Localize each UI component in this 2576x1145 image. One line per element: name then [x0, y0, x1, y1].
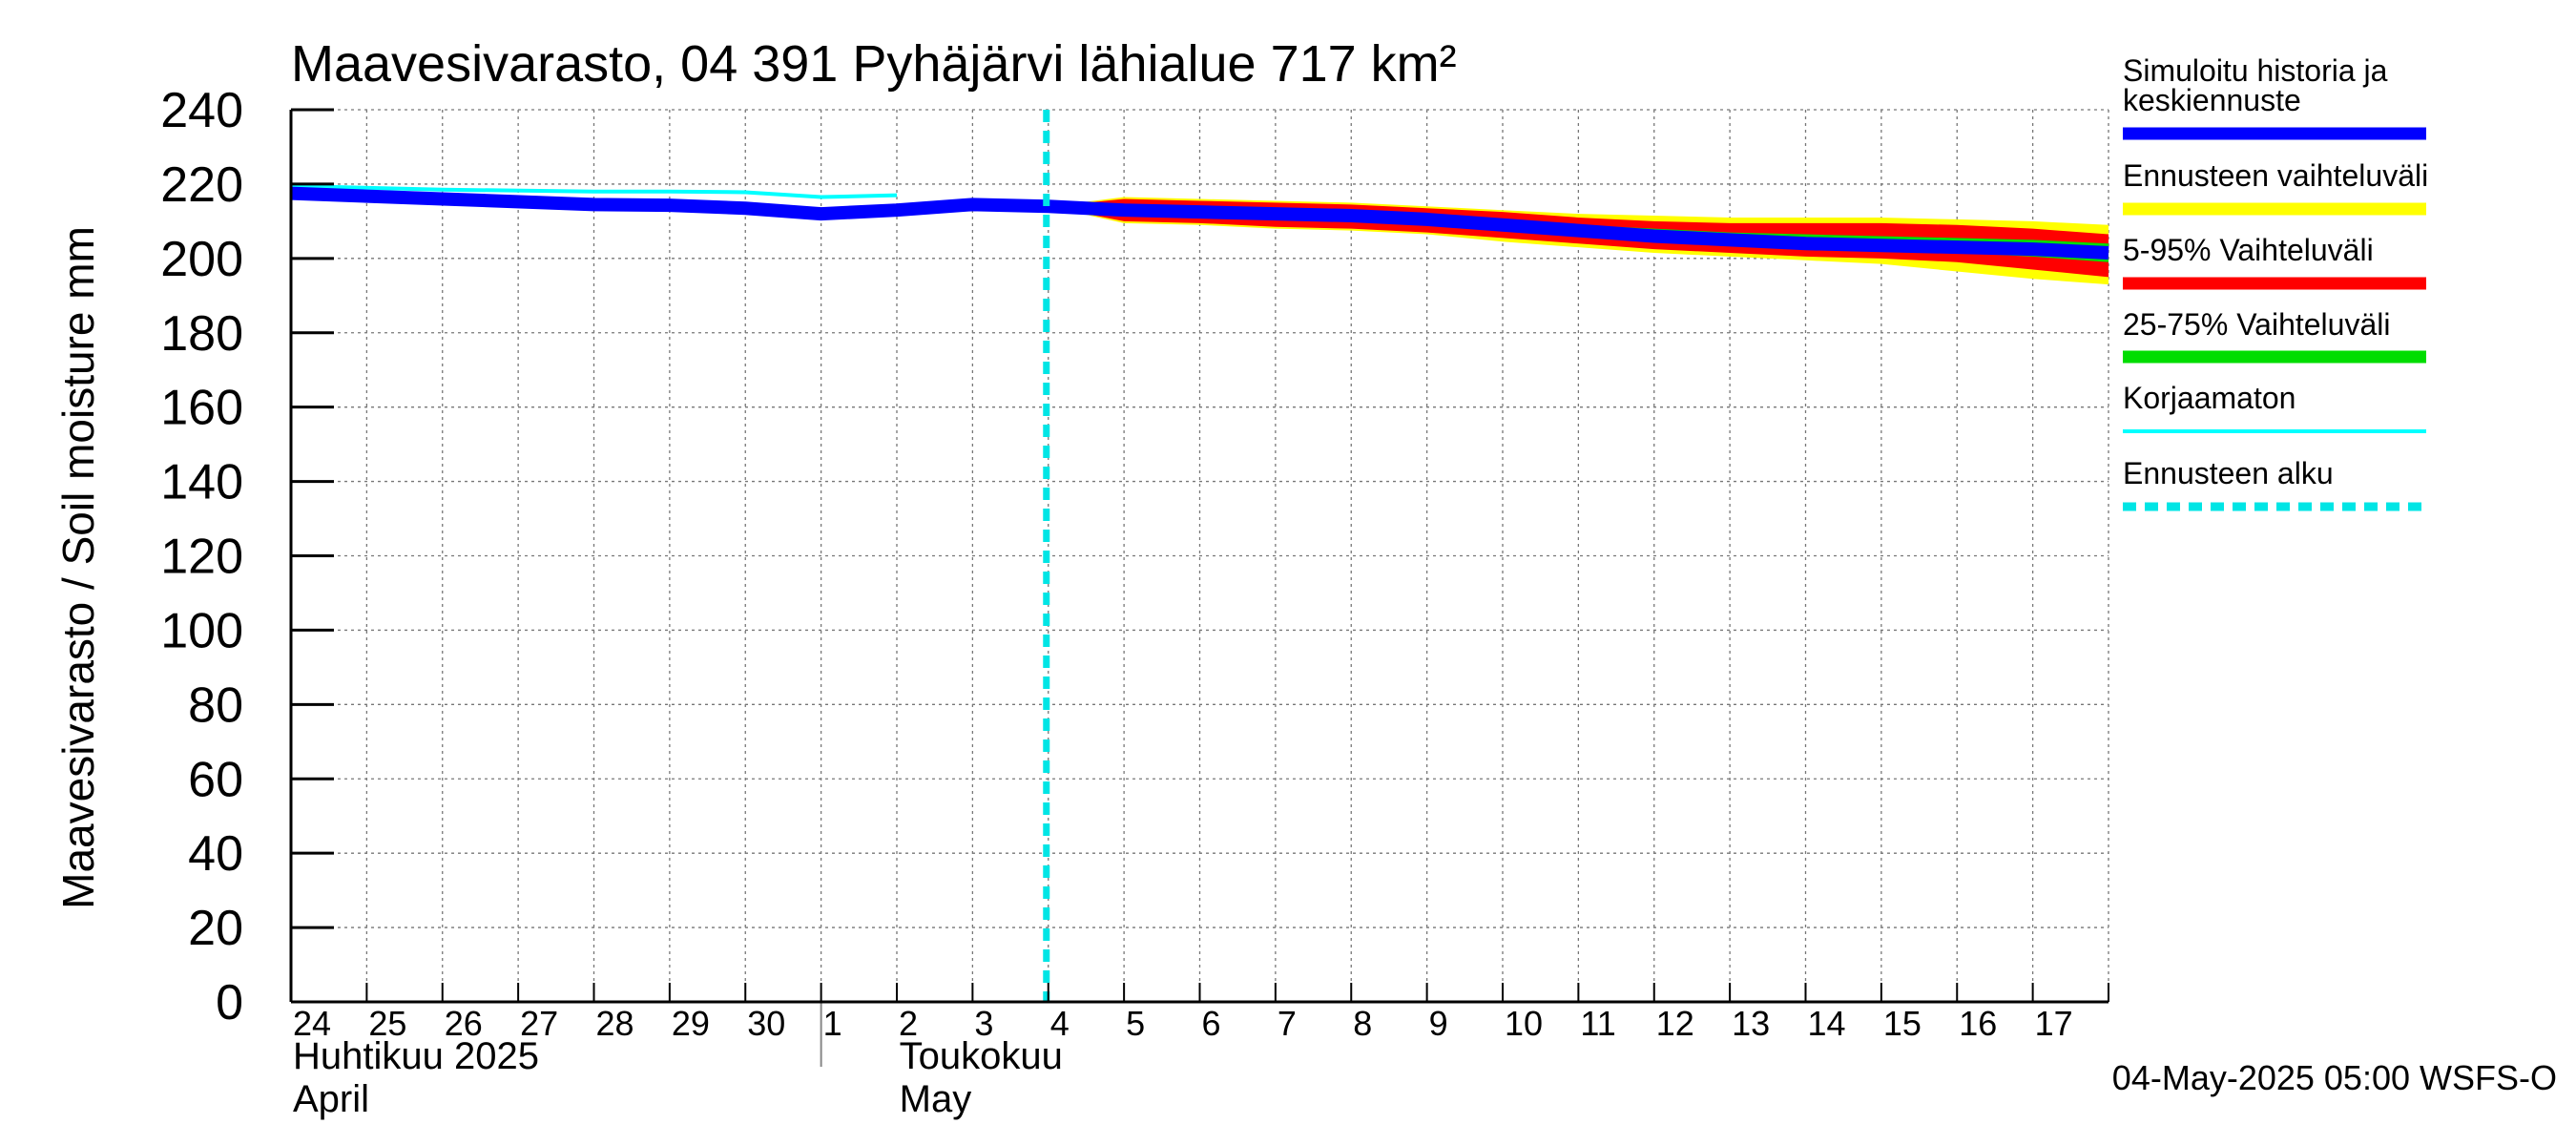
legend-label: Ennusteen vaihteluväli	[2123, 158, 2428, 193]
y-tick-label: 220	[160, 157, 243, 213]
y-tick-label: 120	[160, 530, 243, 585]
y-axis-label: Maavesivarasto / Soil moisture mm	[53, 226, 103, 909]
y-tick-label: 240	[160, 83, 243, 138]
legend-item: 5-95% Vaihteluväli	[2123, 233, 2426, 290]
x-tick-label: 2	[899, 1004, 918, 1043]
y-tick-label: 200	[160, 232, 243, 287]
legend-item: 25-75% Vaihteluväli	[2123, 307, 2426, 364]
y-tick-label: 160	[160, 381, 243, 436]
x-tick-label: 29	[672, 1004, 710, 1043]
x-tick-label: 5	[1126, 1004, 1145, 1043]
x-tick-label: 26	[445, 1004, 483, 1043]
y-tick-label: 180	[160, 306, 243, 362]
x-tick-label: 8	[1353, 1004, 1372, 1043]
chart-timestamp: 04-May-2025 05:00 WSFS-O	[2112, 1058, 2557, 1097]
x-tick-label: 11	[1580, 1004, 1615, 1043]
y-tick-label: 20	[188, 901, 243, 956]
x-tick-label: 25	[368, 1004, 406, 1043]
x-tick-label: 3	[974, 1004, 993, 1043]
x-tick-label: 10	[1505, 1004, 1543, 1043]
legend-label: Ennusteen alku	[2123, 456, 2334, 490]
month-label-fi: Toukokuu	[900, 1035, 1063, 1077]
legend-label: Korjaamaton	[2123, 381, 2296, 415]
x-tick-label: 12	[1656, 1004, 1694, 1043]
x-tick-label: 27	[520, 1004, 558, 1043]
x-tick-label: 15	[1883, 1004, 1922, 1043]
x-tick-label: 24	[293, 1004, 331, 1043]
y-tick-label: 80	[188, 677, 243, 733]
series-lines	[290, 183, 2109, 260]
legend-label: 5-95% Vaihteluväli	[2123, 233, 2374, 267]
legend-label: keskiennuste	[2123, 83, 2301, 117]
x-tick-label: 9	[1429, 1004, 1448, 1043]
legend-label: Simuloitu historia ja	[2123, 53, 2388, 88]
month-label-en: April	[293, 1078, 369, 1120]
y-tick-label: 0	[216, 975, 243, 1030]
x-tick-label: 1	[823, 1004, 842, 1043]
x-tick-label: 4	[1050, 1004, 1070, 1043]
y-tick-label: 60	[188, 752, 243, 807]
legend-item: Ennusteen alku	[2123, 456, 2426, 511]
x-tick-label: 30	[747, 1004, 785, 1043]
y-tick-label: 100	[160, 603, 243, 658]
x-tick-label: 13	[1732, 1004, 1770, 1043]
series-simuloitu-historia	[290, 186, 2109, 260]
x-tick-label: 7	[1278, 1004, 1297, 1043]
x-tick-label: 16	[1959, 1004, 1997, 1043]
x-tick-label: 6	[1202, 1004, 1221, 1043]
x-tick-label: 14	[1808, 1004, 1846, 1043]
y-tick-label: 40	[188, 826, 243, 882]
chart-title: Maavesivarasto, 04 391 Pyhäjärvi lähialu…	[291, 35, 1457, 93]
x-tick-label: 28	[596, 1004, 634, 1043]
month-label-fi: Huhtikuu 2025	[293, 1035, 539, 1077]
legend-label: 25-75% Vaihteluväli	[2123, 307, 2390, 342]
month-label-en: May	[900, 1078, 972, 1120]
y-tick-label: 140	[160, 455, 243, 510]
legend-item: Korjaamaton	[2123, 381, 2426, 433]
series-korjaamaton	[290, 183, 898, 199]
x-tick-label: 17	[2035, 1004, 2073, 1043]
legend-item: Ennusteen vaihteluväli	[2123, 158, 2428, 216]
